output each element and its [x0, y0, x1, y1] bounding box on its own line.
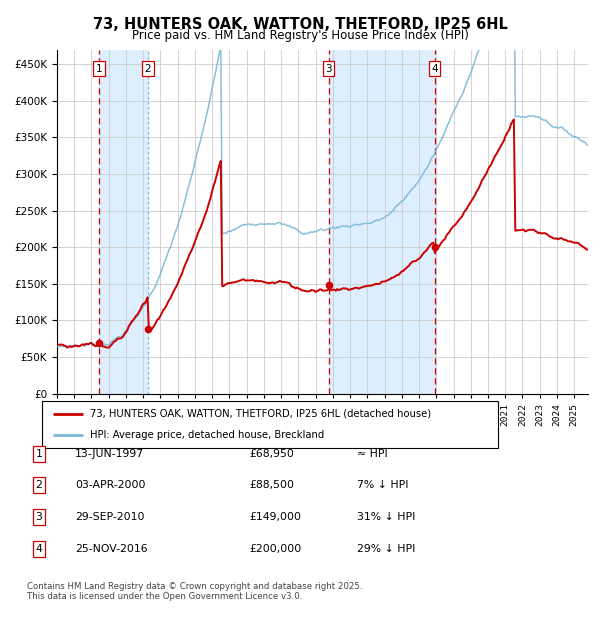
Text: This data is licensed under the Open Government Licence v3.0.: This data is licensed under the Open Gov… — [27, 592, 302, 601]
Text: 13-JUN-1997: 13-JUN-1997 — [75, 449, 144, 459]
Text: 1: 1 — [96, 63, 103, 74]
Text: 29% ↓ HPI: 29% ↓ HPI — [357, 544, 415, 554]
Text: 4: 4 — [35, 544, 43, 554]
Text: 4: 4 — [431, 63, 438, 74]
Text: 31% ↓ HPI: 31% ↓ HPI — [357, 512, 415, 522]
Text: 1: 1 — [35, 449, 43, 459]
Text: HPI: Average price, detached house, Breckland: HPI: Average price, detached house, Brec… — [90, 430, 324, 440]
Text: 03-APR-2000: 03-APR-2000 — [75, 480, 146, 490]
Text: 3: 3 — [35, 512, 43, 522]
Text: £68,950: £68,950 — [249, 449, 294, 459]
Bar — [99, 50, 148, 394]
Text: 2: 2 — [35, 480, 43, 490]
Text: 25-NOV-2016: 25-NOV-2016 — [75, 544, 148, 554]
Text: ≈ HPI: ≈ HPI — [357, 449, 388, 459]
Text: 29-SEP-2010: 29-SEP-2010 — [75, 512, 145, 522]
FancyBboxPatch shape — [42, 401, 498, 448]
Text: 73, HUNTERS OAK, WATTON, THETFORD, IP25 6HL: 73, HUNTERS OAK, WATTON, THETFORD, IP25 … — [92, 17, 508, 32]
Text: £149,000: £149,000 — [249, 512, 301, 522]
Text: £200,000: £200,000 — [249, 544, 301, 554]
Text: 3: 3 — [325, 63, 332, 74]
Text: £88,500: £88,500 — [249, 480, 294, 490]
Text: 2: 2 — [145, 63, 151, 74]
Bar — [329, 50, 434, 394]
Text: Contains HM Land Registry data © Crown copyright and database right 2025.: Contains HM Land Registry data © Crown c… — [27, 582, 362, 591]
Text: Price paid vs. HM Land Registry's House Price Index (HPI): Price paid vs. HM Land Registry's House … — [131, 29, 469, 42]
Text: 7% ↓ HPI: 7% ↓ HPI — [357, 480, 409, 490]
Text: 73, HUNTERS OAK, WATTON, THETFORD, IP25 6HL (detached house): 73, HUNTERS OAK, WATTON, THETFORD, IP25 … — [90, 409, 431, 419]
